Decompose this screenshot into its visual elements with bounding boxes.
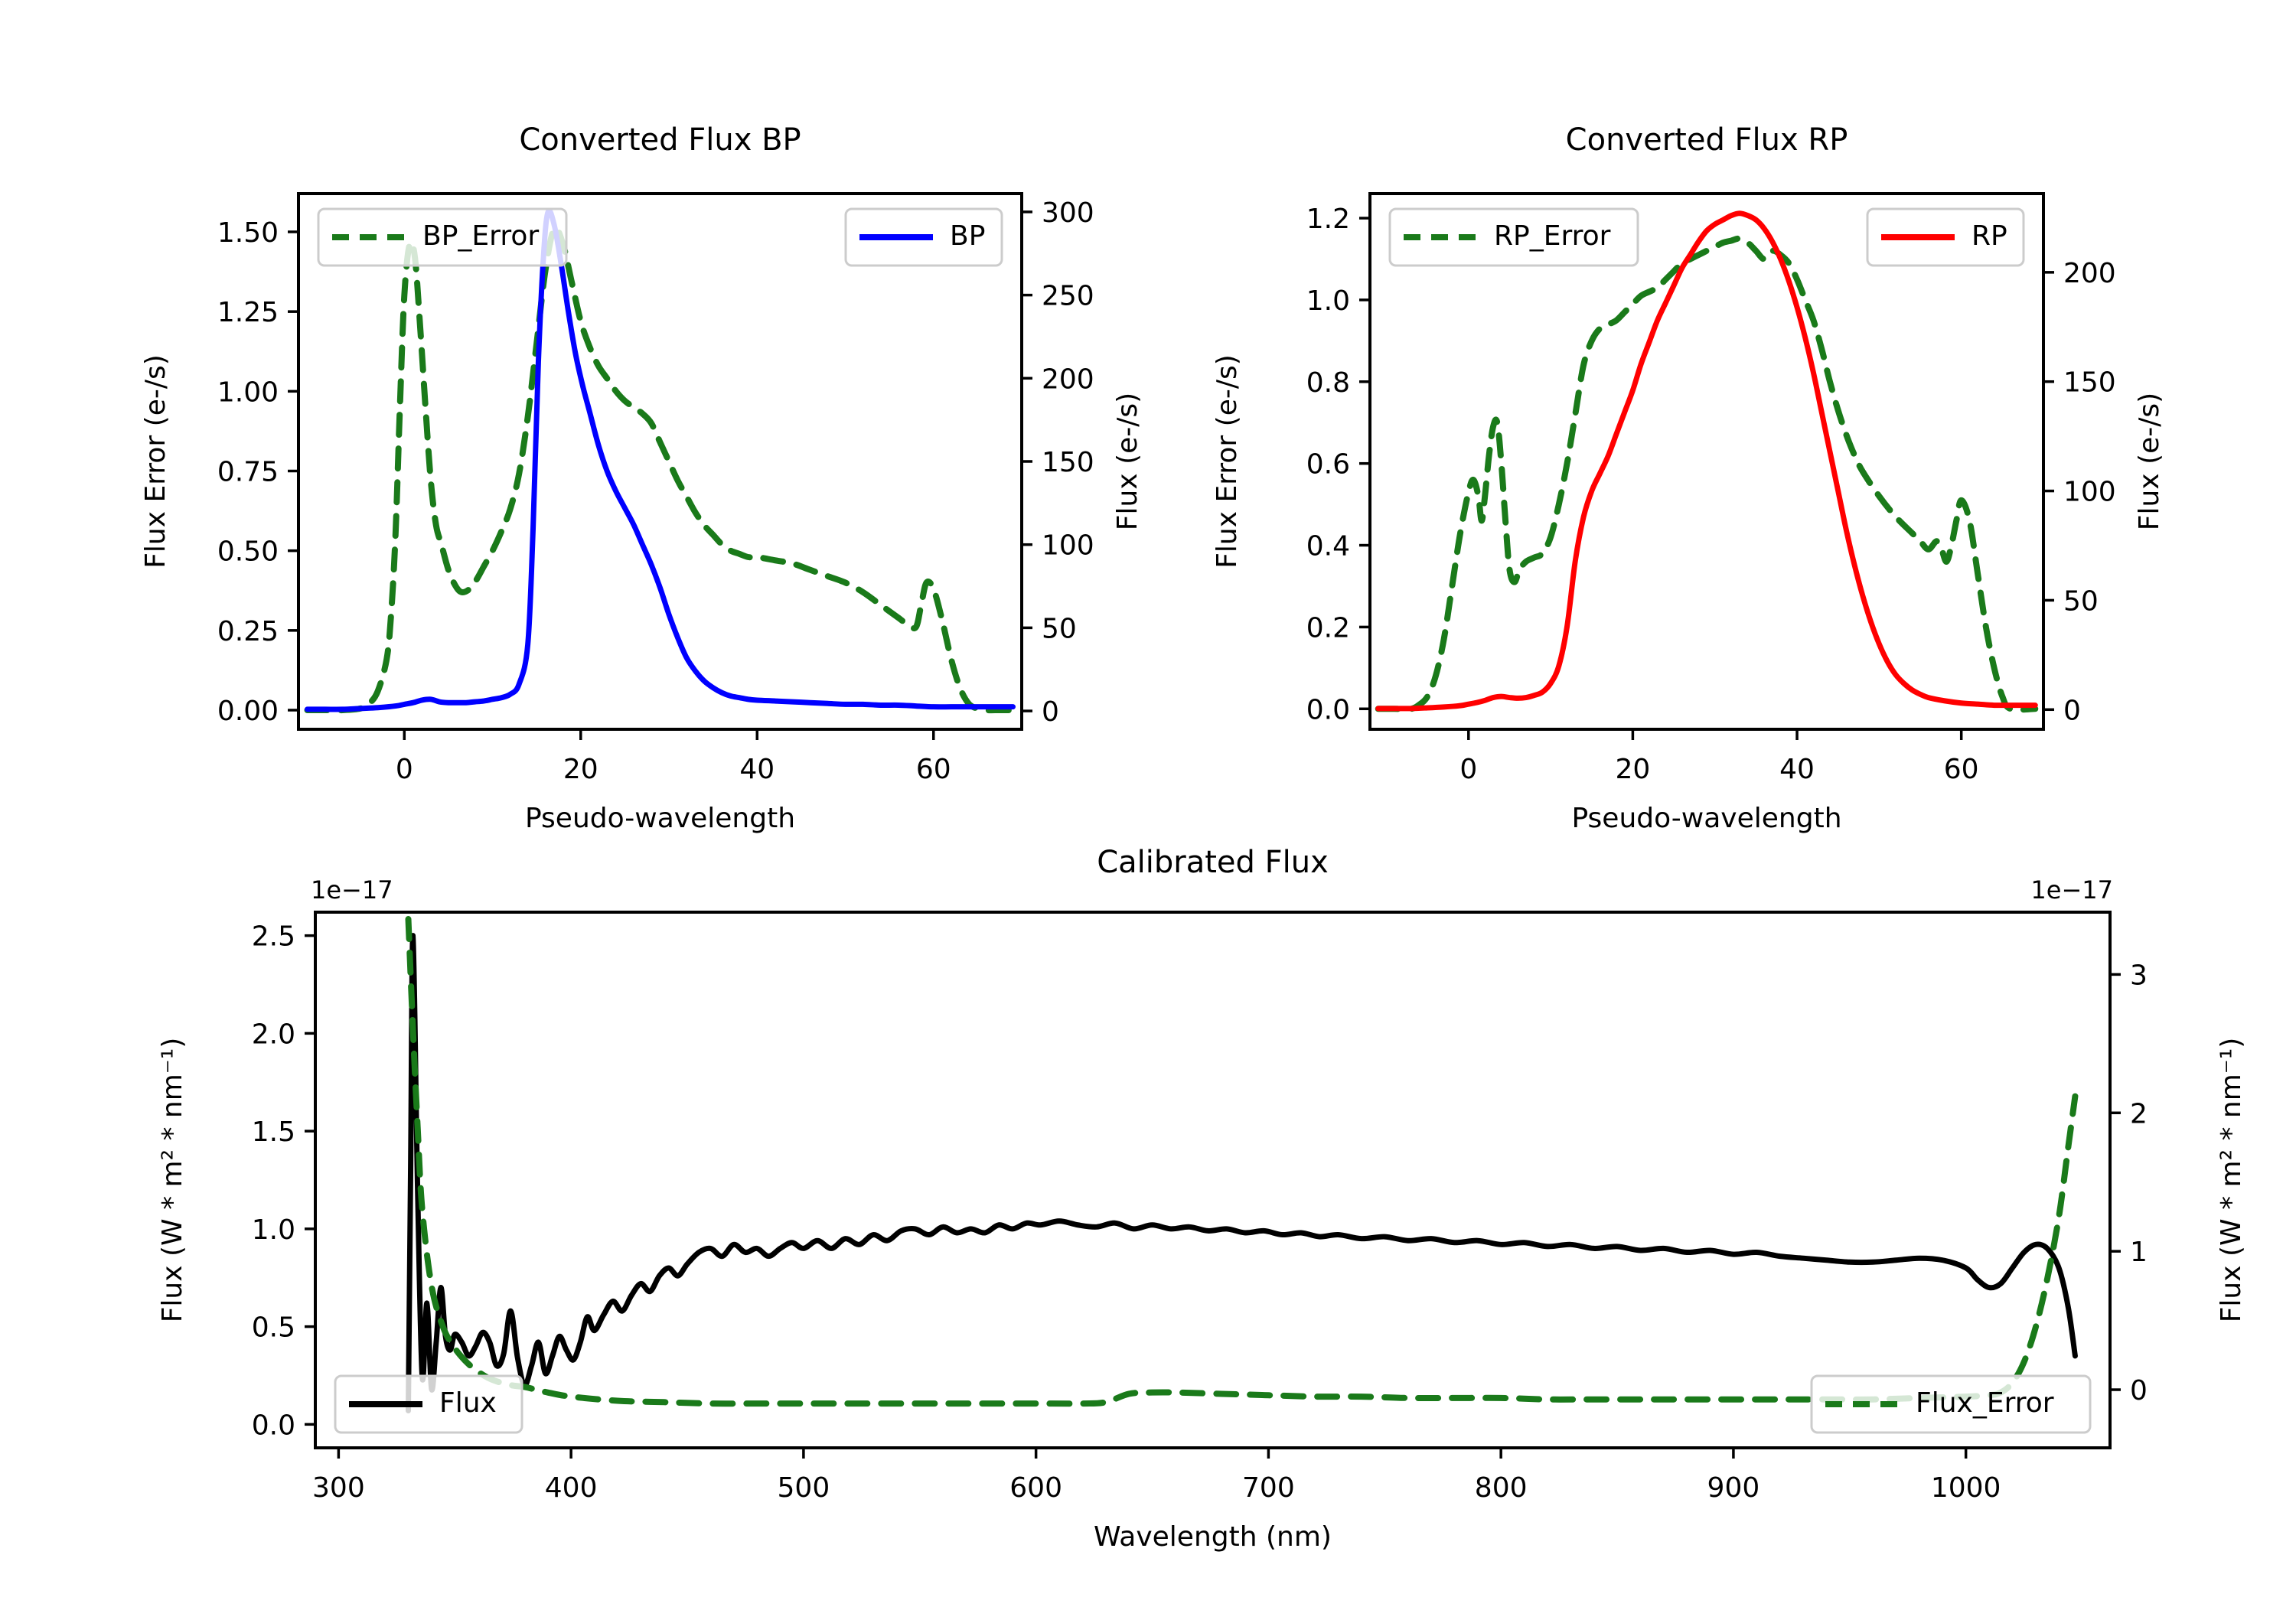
offset-label-right: 1e−17 [2030,875,2113,905]
legend-rp-label: RP [1971,220,2007,252]
legend-bp_error-label: BP_Error [422,220,539,252]
legend-bp-label: BP [950,220,985,252]
legend-flux_error-label: Flux_Error [1916,1387,2054,1419]
x-tick-label: 1000 [1931,1472,2001,1504]
y-tick-label-left: 2.0 [252,1019,295,1050]
y-tick-label-left: 0.2 [1306,612,1350,644]
y-tick-label-right: 100 [1042,530,1094,562]
y-tick-label-right: 0 [1042,696,1059,728]
x-tick-label: 500 [778,1472,830,1504]
y-axis-label-right: Flux (e-/s) [2134,393,2165,530]
legend-flux_error[interactable]: Flux_Error [1810,1374,2092,1434]
x-tick-label: 0 [1459,754,1477,785]
y-tick-label-right: 300 [1042,197,1094,229]
series-line-flux_error [405,916,2079,1407]
y-tick-label-left: 0.0 [1306,694,1350,725]
y-tick-label-right: 2 [2130,1098,2148,1129]
x-tick-label: 20 [1616,754,1651,785]
x-axis-label: Pseudo-wavelength [1571,803,1841,834]
y-tick-label-right: 200 [1042,363,1094,395]
y-tick-label-left: 0.75 [217,457,279,488]
y-tick-label-left: 0.4 [1306,531,1350,562]
series-line-rp [1375,210,2038,712]
y-tick-label-right: 1 [2130,1237,2148,1268]
x-tick-label: 20 [563,754,598,785]
y-axis-label-left: Flux Error (e-/s) [140,354,171,569]
y-tick-label-left: 0.0 [252,1410,295,1441]
y-tick-label-left: 1.0 [252,1214,295,1246]
x-tick-label: 800 [1475,1472,1528,1504]
y-tick-label-left: 1.50 [217,217,279,249]
legend-rp_error[interactable]: RP_Error [1388,207,1639,267]
plot-frame [1368,192,2045,731]
x-tick-label: 40 [1779,754,1815,785]
y-tick-label-right: 0 [2063,695,2081,726]
x-tick-label: 0 [396,754,413,785]
y-tick-label-left: 1.25 [217,297,279,328]
y-axis-label-right: Flux (W * m² * nm⁻¹) [2216,1038,2247,1323]
y-tick-label-left: 1.5 [252,1116,295,1148]
y-tick-label-right: 250 [1042,281,1094,312]
y-tick-label-left: 1.2 [1306,204,1350,235]
y-tick-label-right: 0 [2130,1375,2148,1407]
legend-flux-label: Flux [439,1387,497,1419]
legend-bp_error[interactable]: BP_Error [317,207,568,267]
panel-title-rp: Converted Flux RP [1566,122,1848,158]
y-tick-label-right: 100 [2063,477,2116,508]
y-tick-label-right: 50 [2063,585,2099,617]
x-tick-label: 600 [1009,1472,1062,1504]
x-tick-label: 40 [739,754,775,785]
y-tick-label-left: 0.00 [217,696,279,727]
y-tick-label-left: 0.6 [1306,449,1350,481]
legend-bp[interactable]: BP [844,207,1003,267]
y-axis-label-right: Flux (e-/s) [1112,393,1143,530]
y-tick-label-right: 50 [1042,613,1077,644]
y-tick-label-left: 2.5 [252,921,295,953]
legend-rp[interactable]: RP [1866,207,2025,267]
panel-title-calibrated: Calibrated Flux [1097,845,1329,880]
y-tick-label-right: 150 [1042,447,1094,478]
y-tick-label-left: 0.25 [217,616,279,647]
x-axis-label: Pseudo-wavelength [525,803,795,834]
series-line-rp_error [1375,235,2039,713]
legend-flux_error-box[interactable] [1810,1374,2092,1434]
plot-frame [314,911,2112,1449]
y-tick-label-left: 1.0 [1306,285,1350,317]
series-line-bp [305,207,1016,712]
x-tick-label: 300 [312,1472,365,1504]
y-tick-label-left: 0.8 [1306,367,1350,399]
legend-rp_error-box[interactable] [1388,207,1639,267]
legend-flux[interactable]: Flux [334,1374,523,1434]
offset-label-left: 1e−17 [311,875,393,905]
panel-title-bp: Converted Flux BP [519,122,801,158]
y-tick-label-left: 1.00 [217,376,279,408]
x-tick-label: 400 [545,1472,598,1504]
legend-flux-box[interactable] [334,1374,523,1434]
x-tick-label: 900 [1707,1472,1760,1504]
legend-bp_error-box[interactable] [317,207,568,267]
y-axis-label-left: Flux (W * m² * nm⁻¹) [157,1038,188,1323]
legend-rp_error-label: RP_Error [1494,220,1611,252]
y-tick-label-left: 0.5 [252,1312,295,1344]
y-tick-label-right: 3 [2130,960,2148,991]
x-tick-label: 60 [1944,754,1979,785]
x-tick-label: 700 [1242,1472,1295,1504]
x-axis-label: Wavelength (nm) [1094,1521,1332,1553]
y-axis-label-left: Flux Error (e-/s) [1212,354,1243,569]
x-tick-label: 60 [916,754,951,785]
y-tick-label-right: 200 [2063,258,2116,289]
series-line-flux [406,933,2078,1413]
y-tick-label-right: 150 [2063,367,2116,399]
y-tick-label-left: 0.50 [217,536,279,568]
